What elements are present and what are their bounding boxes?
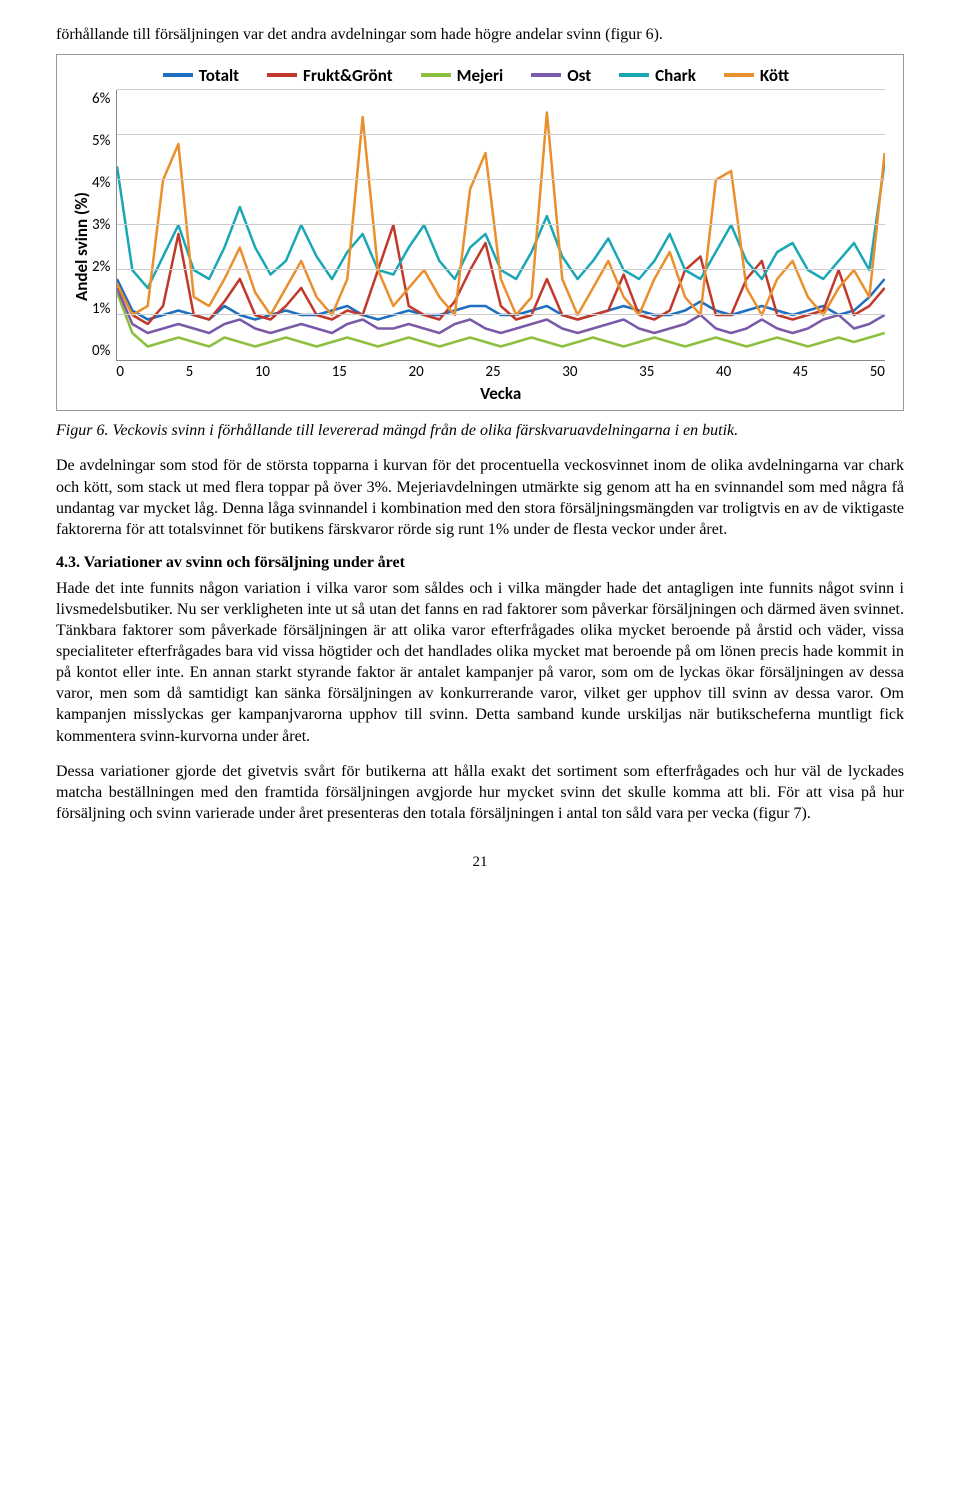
y-tick: 5%: [92, 132, 110, 150]
x-tick: 30: [562, 363, 577, 381]
legend-label: Kött: [760, 65, 789, 86]
x-tick: 35: [639, 363, 654, 381]
legend-swatch: [619, 73, 649, 77]
page-number: 21: [56, 854, 904, 871]
chart-container: Totalt Frukt&Grönt Mejeri Ost Chark Kött Ande…: [56, 54, 904, 411]
legend-swatch: [724, 73, 754, 77]
legend-item: Ost: [531, 65, 591, 86]
y-tick: 0%: [92, 342, 110, 360]
legend-item: Frukt&Grönt: [267, 65, 393, 86]
x-tick: 15: [332, 363, 347, 381]
gridline: [117, 224, 885, 225]
chart-legend: Totalt Frukt&Grönt Mejeri Ost Chark Kött: [67, 65, 885, 86]
gridline: [117, 179, 885, 180]
x-axis-label: Vecka: [116, 383, 885, 404]
y-tick: 3%: [92, 216, 110, 234]
legend-swatch: [267, 73, 297, 77]
x-tick: 20: [409, 363, 424, 381]
legend-label: Ost: [567, 65, 591, 86]
paragraph-1: De avdelningar som stod för de största t…: [56, 455, 904, 539]
legend-label: Totalt: [199, 65, 239, 86]
x-axis-ticks: 0 5 10 15 20 25 30 35 40 45 50: [116, 363, 885, 381]
y-axis-ticks: 6% 5% 4% 3% 2% 1% 0%: [92, 90, 116, 360]
plot-area: [116, 90, 885, 361]
x-tick: 45: [793, 363, 808, 381]
figure-caption: Figur 6. Veckovis svinn i förhållande ti…: [56, 421, 904, 442]
y-axis-label: Andel svinn (%): [67, 90, 92, 404]
legend-swatch: [421, 73, 451, 77]
y-tick: 1%: [92, 300, 110, 318]
legend-item: Chark: [619, 65, 696, 86]
legend-label: Chark: [655, 65, 696, 86]
legend-label: Frukt&Grönt: [303, 65, 393, 86]
x-tick: 25: [485, 363, 500, 381]
gridline: [117, 89, 885, 90]
gridline: [117, 314, 885, 315]
legend-item: Mejeri: [421, 65, 504, 86]
legend-swatch: [531, 73, 561, 77]
legend-item: Totalt: [163, 65, 239, 86]
y-tick: 2%: [92, 258, 110, 276]
intro-text: förhållande till försäljningen var det a…: [56, 24, 904, 46]
y-tick: 4%: [92, 174, 110, 192]
legend-label: Mejeri: [457, 65, 504, 86]
x-tick: 0: [116, 363, 124, 381]
x-tick: 40: [716, 363, 731, 381]
x-tick: 50: [870, 363, 885, 381]
legend-item: Kött: [724, 65, 789, 86]
gridline: [117, 134, 885, 135]
x-tick: 10: [255, 363, 270, 381]
section-heading: 4.3. Variationer av svinn och försäljnin…: [56, 554, 904, 572]
x-tick: 5: [186, 363, 194, 381]
legend-swatch: [163, 73, 193, 77]
paragraph-2: Hade det inte funnits någon variation i …: [56, 578, 904, 747]
series-line: [117, 292, 885, 346]
paragraph-3: Dessa variationer gjorde det givetvis sv…: [56, 761, 904, 824]
y-tick: 6%: [92, 90, 110, 108]
gridline: [117, 269, 885, 270]
